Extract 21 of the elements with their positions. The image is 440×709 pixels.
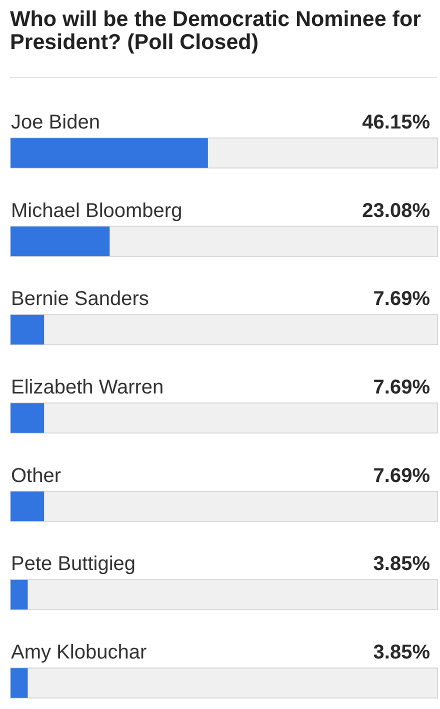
y-tick-label: Amy Klobuchar [11, 642, 147, 664]
data-label: 3.85% [373, 642, 430, 664]
bar [10, 403, 44, 433]
data-label: 7.69% [373, 376, 430, 398]
y-tick-label: Joe Biden [11, 112, 100, 134]
data-label: 3.85% [373, 553, 430, 576]
y-tick-label: Pete Buttigieg [11, 553, 136, 576]
bar [10, 314, 44, 344]
data-label: 7.69% [373, 464, 430, 487]
chart-title: Who will be the Democratic Nominee for President? (Poll Closed) [10, 0, 437, 78]
bar [10, 226, 110, 256]
data-label: 7.69% [373, 288, 430, 310]
y-tick-label: Elizabeth Warren [11, 376, 164, 398]
y-tick-label: Michael Bloomberg [11, 200, 182, 222]
bar [10, 492, 44, 522]
data-label: 23.08% [362, 200, 430, 222]
bar [10, 580, 28, 610]
y-tick-label: Bernie Sanders [11, 288, 149, 310]
bar [10, 668, 28, 698]
data-label: 46.15% [362, 112, 430, 134]
y-tick-label: Other [11, 464, 62, 487]
